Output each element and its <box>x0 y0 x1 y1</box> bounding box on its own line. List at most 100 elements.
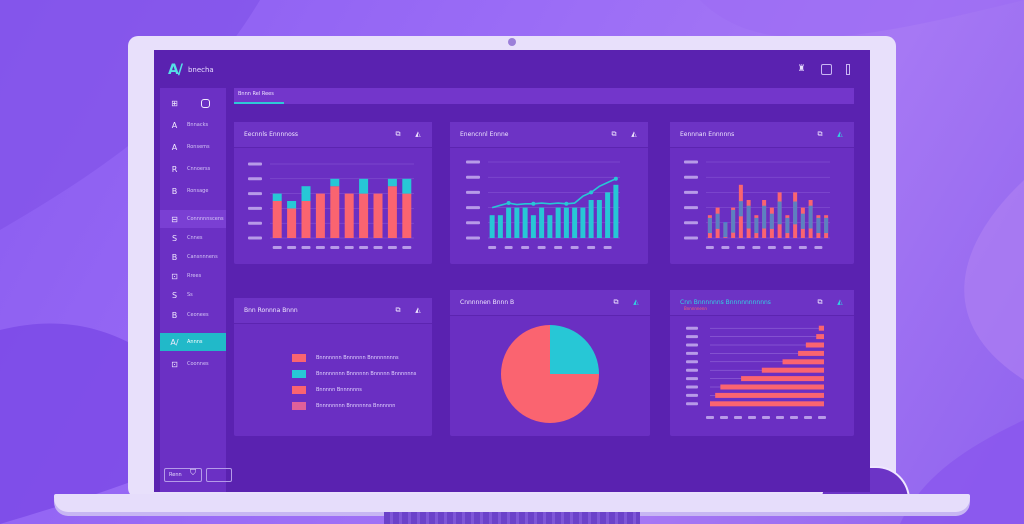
copy-icon[interactable]: ⧉ <box>817 298 823 306</box>
footer-button-secondary[interactable] <box>206 468 232 482</box>
copy-icon[interactable]: ⧉ <box>817 130 823 138</box>
bar-segment <box>808 205 813 229</box>
legend-swatch <box>292 370 306 378</box>
horizontal-bar-chart <box>686 325 826 419</box>
bar-segment <box>301 186 311 201</box>
bar-segment <box>715 213 720 229</box>
copy-icon[interactable]: ⧉ <box>613 298 619 306</box>
legend-swatch <box>292 402 306 410</box>
copy-icon[interactable]: ⧉ <box>611 130 617 138</box>
legend-label: Bnnnnnnn Bnnnnnn Bnnnnnnnns <box>316 355 399 361</box>
tab-active-label[interactable]: Bnnn Rel Rees <box>238 91 274 97</box>
sidebar-item-10[interactable]: B Ceonees <box>160 306 226 324</box>
sidebar-item-label: Cnnes <box>187 235 203 241</box>
bar <box>710 401 824 407</box>
expand-icon[interactable]: ◭ <box>631 130 637 138</box>
app-logo[interactable]: A/ bnecha <box>168 62 214 78</box>
sidebar-item-grid[interactable]: ⊞ <box>160 94 226 112</box>
top-icons: ♜ <box>796 64 850 75</box>
y-tick-label <box>248 192 262 196</box>
bar-icon[interactable] <box>846 64 850 75</box>
panel-header: Bnn Ronnna Bnnn ⧉ ◭ <box>234 298 432 324</box>
grid-icon: ⊞ <box>171 98 178 108</box>
keyboard-strip <box>384 512 640 524</box>
series-line <box>491 177 617 209</box>
shield-icon[interactable]: ⛉ <box>190 468 196 477</box>
sidebar-item-label: Connnnnscens <box>187 216 224 222</box>
bar <box>301 201 311 238</box>
expand-icon[interactable]: ◭ <box>415 130 421 138</box>
bar <box>798 350 824 356</box>
bar-segment <box>777 201 782 225</box>
x-tick-label <box>776 416 784 419</box>
copy-icon[interactable]: ⧉ <box>395 306 401 314</box>
y-tick-label <box>248 221 262 225</box>
legend-row: Bnnnnnnnn Bnnnnnn Bnnnnn Bnnnnnns <box>292 366 416 382</box>
panel-pie-chart: Cnnnnnen Bnnn B ⧉ ◭ <box>450 290 650 436</box>
bar-segment <box>402 178 412 194</box>
bar-segment <box>707 217 712 234</box>
panel-header: Eennnan Ennnnns ⧉ ◭ <box>670 122 854 148</box>
sidebar-item-8[interactable]: ⊡ Rrees <box>160 267 226 285</box>
footer-button-primary[interactable]: Renn <box>164 468 202 482</box>
panel-header: Cnnnnnen Bnnn B ⧉ ◭ <box>450 290 650 316</box>
sidebar-item-active[interactable]: A/ Annns <box>160 333 226 351</box>
person-icon: A <box>171 142 178 152</box>
sidebar-item-6[interactable]: S Cnnes <box>160 229 226 247</box>
sidebar-item-label: Rrees <box>187 273 202 279</box>
x-tick-label <box>752 246 761 249</box>
sidebar-item-label: Coonnes <box>187 361 209 367</box>
sidebar-item-12[interactable]: ⊡ Coonnes <box>160 355 226 373</box>
legend-label: Bnnnnn Bnnnnnns <box>316 387 362 393</box>
expand-icon[interactable]: ◭ <box>415 306 421 314</box>
sidebar-item-7[interactable]: B Cansnnnens <box>160 248 226 266</box>
sidebar-item-5[interactable]: ⊟ Connnnnscens <box>160 210 226 228</box>
sidebar-item-9[interactable]: S Ss <box>160 286 226 304</box>
panel-line-chart: Enencnnl Ennne ⧉ ◭ <box>450 122 648 264</box>
y-tick-label <box>686 385 698 389</box>
bar-segment <box>746 205 751 229</box>
y-tick-label <box>686 360 698 364</box>
sidebar-item-label: Annns <box>187 339 203 345</box>
line-point <box>564 201 569 206</box>
chart-icon: ⊟ <box>171 214 178 224</box>
y-tick-label <box>466 160 480 164</box>
bar-segment <box>762 205 767 229</box>
laptop-base <box>54 494 970 512</box>
bar <box>330 186 340 238</box>
x-tick-label <box>387 246 397 249</box>
y-tick-label <box>684 160 698 164</box>
sidebar-item-2[interactable]: A Ronsems <box>160 138 226 156</box>
x-tick-label <box>720 416 728 419</box>
x-tick-label <box>748 416 756 419</box>
panel-hbar-chart: Cnn Bnnnnnns Bnnnnnnnnnns Bnnnnnenn ⧉ ◭ <box>670 290 854 436</box>
x-tick-label <box>537 246 546 249</box>
x-tick-label <box>272 246 282 249</box>
y-tick-label <box>684 221 698 225</box>
bar <box>272 201 282 238</box>
square-icon[interactable] <box>821 64 832 75</box>
x-tick-label <box>798 246 807 249</box>
tab-underline <box>234 102 284 104</box>
group-icon: R <box>171 164 178 174</box>
user-badge-icon[interactable]: ♜ <box>797 64 806 74</box>
bar <box>359 193 369 238</box>
sidebar-item-1[interactable]: A Bnnacks <box>160 116 226 134</box>
sidebar-item-4[interactable]: B Ronsage <box>160 182 226 200</box>
bar-segment <box>816 217 821 234</box>
expand-icon[interactable]: ◭ <box>837 130 843 138</box>
copy-icon[interactable]: ⧉ <box>395 130 401 138</box>
expand-icon[interactable]: ◭ <box>837 298 843 306</box>
bar-segment <box>387 178 397 187</box>
person-icon: A <box>171 120 178 130</box>
bar <box>402 193 412 238</box>
bell-icon: B <box>171 252 178 262</box>
sidebar-item-3[interactable]: R Cnnoerss <box>160 160 226 178</box>
y-tick-label <box>686 335 698 339</box>
expand-icon[interactable]: ◭ <box>633 298 639 306</box>
bar-segment <box>272 193 282 201</box>
settings-icon: B <box>171 310 178 320</box>
x-tick-label <box>488 246 497 249</box>
share-icon: S <box>171 290 178 300</box>
bar <box>613 184 619 238</box>
